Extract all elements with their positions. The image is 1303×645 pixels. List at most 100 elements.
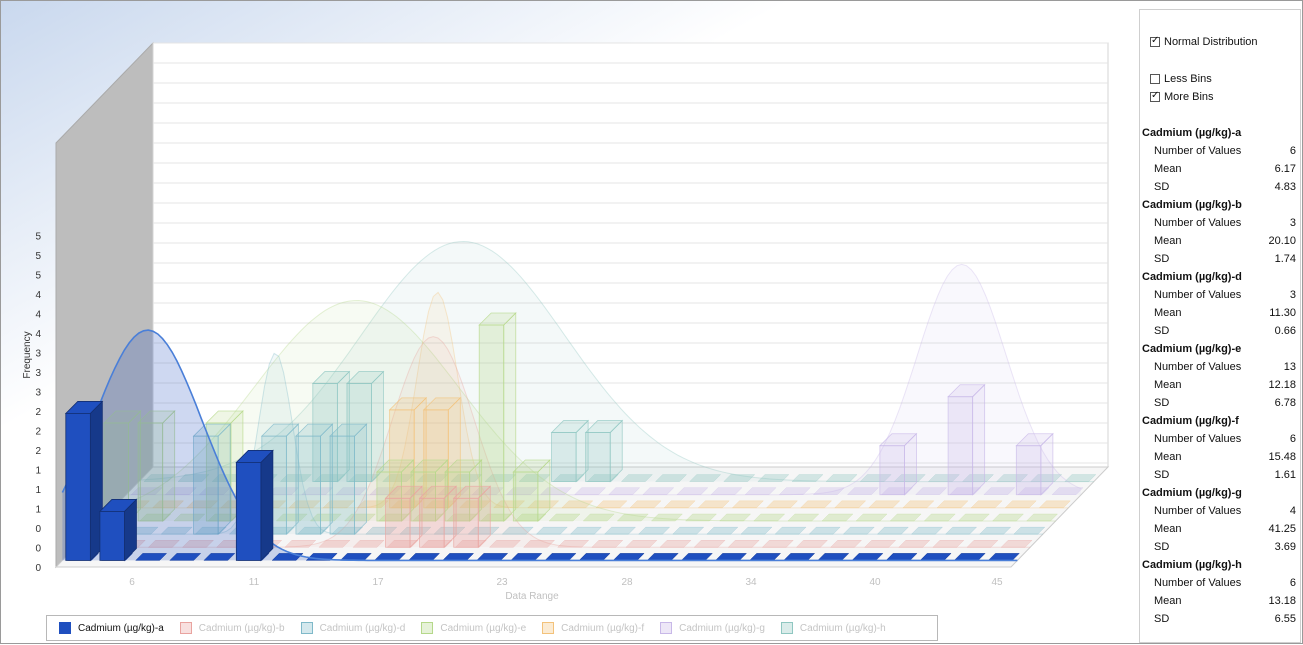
floor-tile (548, 513, 581, 522)
stat-series-title: Cadmium (µg/kg)-d (1142, 271, 1242, 283)
normal-distribution-option[interactable]: Normal Distribution (1150, 35, 1258, 48)
stat-row: SD 6.78 (1140, 394, 1298, 412)
stat-row: Mean 13.18 (1140, 592, 1298, 610)
legend-item[interactable]: Cadmium (µg/kg)-e (421, 622, 526, 634)
stat-row: SD 3.69 (1140, 538, 1298, 556)
stat-row: Number of Values 3 (1140, 214, 1298, 232)
stat-row: SD 0.66 (1140, 322, 1298, 340)
floor-tile (1051, 487, 1084, 495)
stat-value: 6 (1289, 577, 1296, 589)
more-bins-checkbox[interactable] (1150, 90, 1160, 102)
floor-tile (723, 474, 756, 482)
bar (585, 432, 611, 482)
floor-tile (697, 500, 730, 509)
floor-tile (527, 500, 560, 509)
stat-label: SD (1154, 325, 1170, 337)
floor-tile (569, 526, 602, 535)
legend-label: Cadmium (µg/kg)-b (198, 622, 285, 634)
floor-tile (672, 526, 705, 535)
stat-series-title: Cadmium (µg/kg)-h (1142, 559, 1242, 571)
stat-label: Number of Values (1154, 145, 1242, 157)
floor-tile (620, 474, 653, 482)
floor-tile (1000, 540, 1033, 548)
stat-label: Mean (1154, 163, 1182, 175)
legend-item[interactable]: Cadmium (µg/kg)-h (780, 622, 886, 634)
floor-tile (970, 500, 1003, 509)
floor-tile (719, 513, 752, 522)
legend-item[interactable]: Cadmium (µg/kg)-f (542, 622, 644, 634)
stat-value: 3 (1289, 289, 1296, 301)
bar (385, 497, 411, 548)
floor-tile (893, 474, 926, 482)
stat-label: SD (1154, 397, 1170, 409)
floor-tile (1004, 500, 1037, 509)
stat-series-title: Cadmium (µg/kg)-b (1142, 199, 1242, 211)
bar (512, 471, 539, 522)
floor-tile (135, 553, 168, 561)
floor-tile (787, 513, 820, 522)
floor-tile (505, 487, 538, 495)
normal-curve-fill (87, 353, 1043, 535)
bar (410, 471, 436, 522)
legend-swatch (542, 622, 555, 634)
floor-tile (561, 500, 594, 509)
legend-item[interactable]: Cadmium (µg/kg)-b (179, 622, 285, 634)
bar (972, 383, 986, 496)
floor-tile (1013, 526, 1046, 535)
less-bins-option[interactable]: Less Bins (1150, 73, 1212, 85)
legend-label: Cadmium (µg/kg)-e (440, 622, 527, 634)
floor-tile (501, 526, 534, 535)
floor-tile (927, 474, 960, 482)
floor-tile (322, 500, 355, 509)
stat-row: Mean 20.10 (1140, 232, 1298, 250)
y-tick-label: 1 (35, 505, 41, 516)
y-tick-label: 5 (35, 271, 41, 282)
floor-tile (164, 487, 197, 495)
floor-tile (829, 540, 863, 548)
stat-label: SD (1154, 541, 1170, 553)
bar (137, 422, 164, 522)
floor-tile (1026, 513, 1059, 522)
x-tick-label: 28 (621, 577, 633, 588)
floor-tile (356, 500, 389, 509)
floor-tile (403, 487, 436, 495)
legend-item[interactable]: Cadmium (µg/kg)-d (300, 622, 405, 634)
y-tick-label: 0 (35, 563, 41, 574)
stat-label: Number of Values (1154, 217, 1242, 229)
stat-label: Mean (1154, 451, 1182, 463)
floor-tile (595, 500, 628, 509)
stat-value: 13 (1283, 361, 1296, 373)
floor-tile (996, 474, 1029, 482)
stat-value: 3.69 (1274, 541, 1296, 553)
y-axis-label: Frequency (22, 331, 33, 378)
bar (376, 471, 402, 522)
normal-curve-fill (138, 241, 1094, 482)
more-bins-label: More Bins (1164, 91, 1214, 103)
floor-tile (791, 474, 824, 482)
floor-tile (855, 513, 888, 522)
floor-tile (961, 474, 995, 482)
stat-series-title: Cadmium (µg/kg)-a (1142, 127, 1242, 139)
stat-label: Mean (1154, 235, 1182, 247)
floor-tile (744, 487, 777, 495)
less-bins-checkbox[interactable] (1150, 74, 1160, 84)
legend-item[interactable]: Cadmium (µg/kg)-a (59, 622, 164, 634)
floor-tile (846, 487, 879, 495)
floor-tile (684, 513, 718, 522)
legend-item[interactable]: Cadmium (µg/kg)-g (660, 622, 765, 634)
floor-tile (130, 487, 163, 495)
floor-tile (991, 513, 1025, 522)
legend-label: Cadmium (µg/kg)-g (679, 622, 765, 634)
stat-block: Cadmium (µg/kg)-h Number of Values 6 Mean 13… (1140, 556, 1298, 628)
floor-tile (488, 540, 522, 548)
normal-distribution-checkbox[interactable] (1150, 35, 1160, 47)
y-tick-label: 4 (35, 290, 41, 301)
x-axis-label: Data Range (505, 591, 559, 602)
y-tick-label: 3 (35, 388, 41, 399)
floor-tile (659, 540, 692, 548)
floor-tile (399, 526, 432, 535)
more-bins-option[interactable]: More Bins (1150, 90, 1214, 103)
stat-row: Number of Values 6 (1140, 574, 1298, 592)
y-tick-label: 2 (35, 446, 41, 457)
floor-tile (889, 513, 922, 522)
